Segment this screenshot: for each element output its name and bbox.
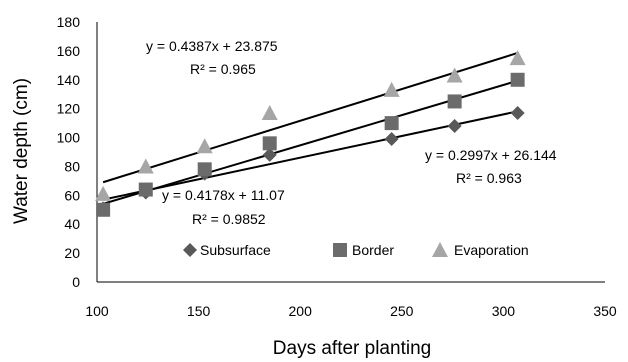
legend-marker-diamond <box>183 243 197 257</box>
trendline-evaporation <box>102 52 518 184</box>
data-point-evaporation <box>95 185 112 201</box>
x-tick-label: 150 <box>187 303 211 319</box>
x-tick-label: 350 <box>593 303 617 319</box>
legend-label-evaporation: Evaporation <box>454 242 529 258</box>
data-point-border <box>138 182 153 197</box>
y-tick-label: 100 <box>57 130 81 146</box>
data-point-evaporation <box>509 50 526 66</box>
data-point-border <box>510 72 525 87</box>
x-tick-label: 300 <box>492 303 516 319</box>
trendline-annotations: y = 0.4387x + 23.875 R² = 0.965 y = 0.29… <box>146 38 557 227</box>
data-point-evaporation <box>196 138 213 154</box>
tick-labels: 100 150 200 250 300 350 0 20 40 60 80 100 120 140 160 1… <box>57 14 617 319</box>
data-point-evaporation <box>261 105 278 120</box>
y-tick-label: 120 <box>57 101 81 117</box>
axes <box>96 22 605 283</box>
data-point-border <box>262 136 277 151</box>
r2-border: R² = 0.9852 <box>192 211 266 227</box>
r2-evaporation: R² = 0.965 <box>190 61 256 77</box>
y-tick-label: 20 <box>64 245 80 261</box>
legend-label-border: Border <box>352 242 394 258</box>
data-point-subsurface <box>447 119 462 133</box>
legend-label-subsurface: Subsurface <box>200 242 271 258</box>
y-axis-title: Water depth (cm) <box>11 78 32 224</box>
legend-marker-triangle <box>432 242 448 257</box>
equation-evaporation: y = 0.4387x + 23.875 <box>146 38 278 54</box>
x-tick-label: 250 <box>390 303 414 319</box>
data-point-evaporation <box>446 67 463 83</box>
r2-subsurface: R² = 0.963 <box>456 170 522 186</box>
y-tick-label: 80 <box>64 158 80 174</box>
data-point-border <box>96 202 111 217</box>
equation-subsurface: y = 0.2997x + 26.144 <box>425 147 557 163</box>
data-point-evaporation <box>137 158 154 174</box>
x-axis-title: Days after planting <box>273 338 431 359</box>
data-point-evaporation <box>383 81 400 97</box>
y-tick-label: 180 <box>57 14 81 30</box>
data-point-subsurface <box>384 132 399 146</box>
data-point-subsurface <box>510 106 525 120</box>
data-point-subsurface <box>262 147 277 162</box>
y-tick-label: 40 <box>64 216 80 232</box>
x-tick-label: 100 <box>85 303 109 319</box>
legend-item-border: Border <box>333 242 394 258</box>
data-point-border <box>447 94 462 109</box>
legend-item-subsurface: Subsurface <box>183 242 271 258</box>
legend-item-evaporation: Evaporation <box>432 242 529 258</box>
legend: Subsurface Border Evaporation <box>183 242 529 258</box>
y-tick-label: 60 <box>64 187 80 203</box>
data-point-border <box>197 162 212 177</box>
x-tick-label: 200 <box>289 303 313 319</box>
legend-marker-square <box>333 243 347 257</box>
y-tick-label: 140 <box>57 72 81 88</box>
y-tick-label: 0 <box>72 274 80 290</box>
equation-border: y = 0.4178x + 11.07 <box>162 187 285 203</box>
y-tick-label: 160 <box>57 43 81 59</box>
data-markers <box>95 50 526 217</box>
data-point-border <box>384 116 399 131</box>
